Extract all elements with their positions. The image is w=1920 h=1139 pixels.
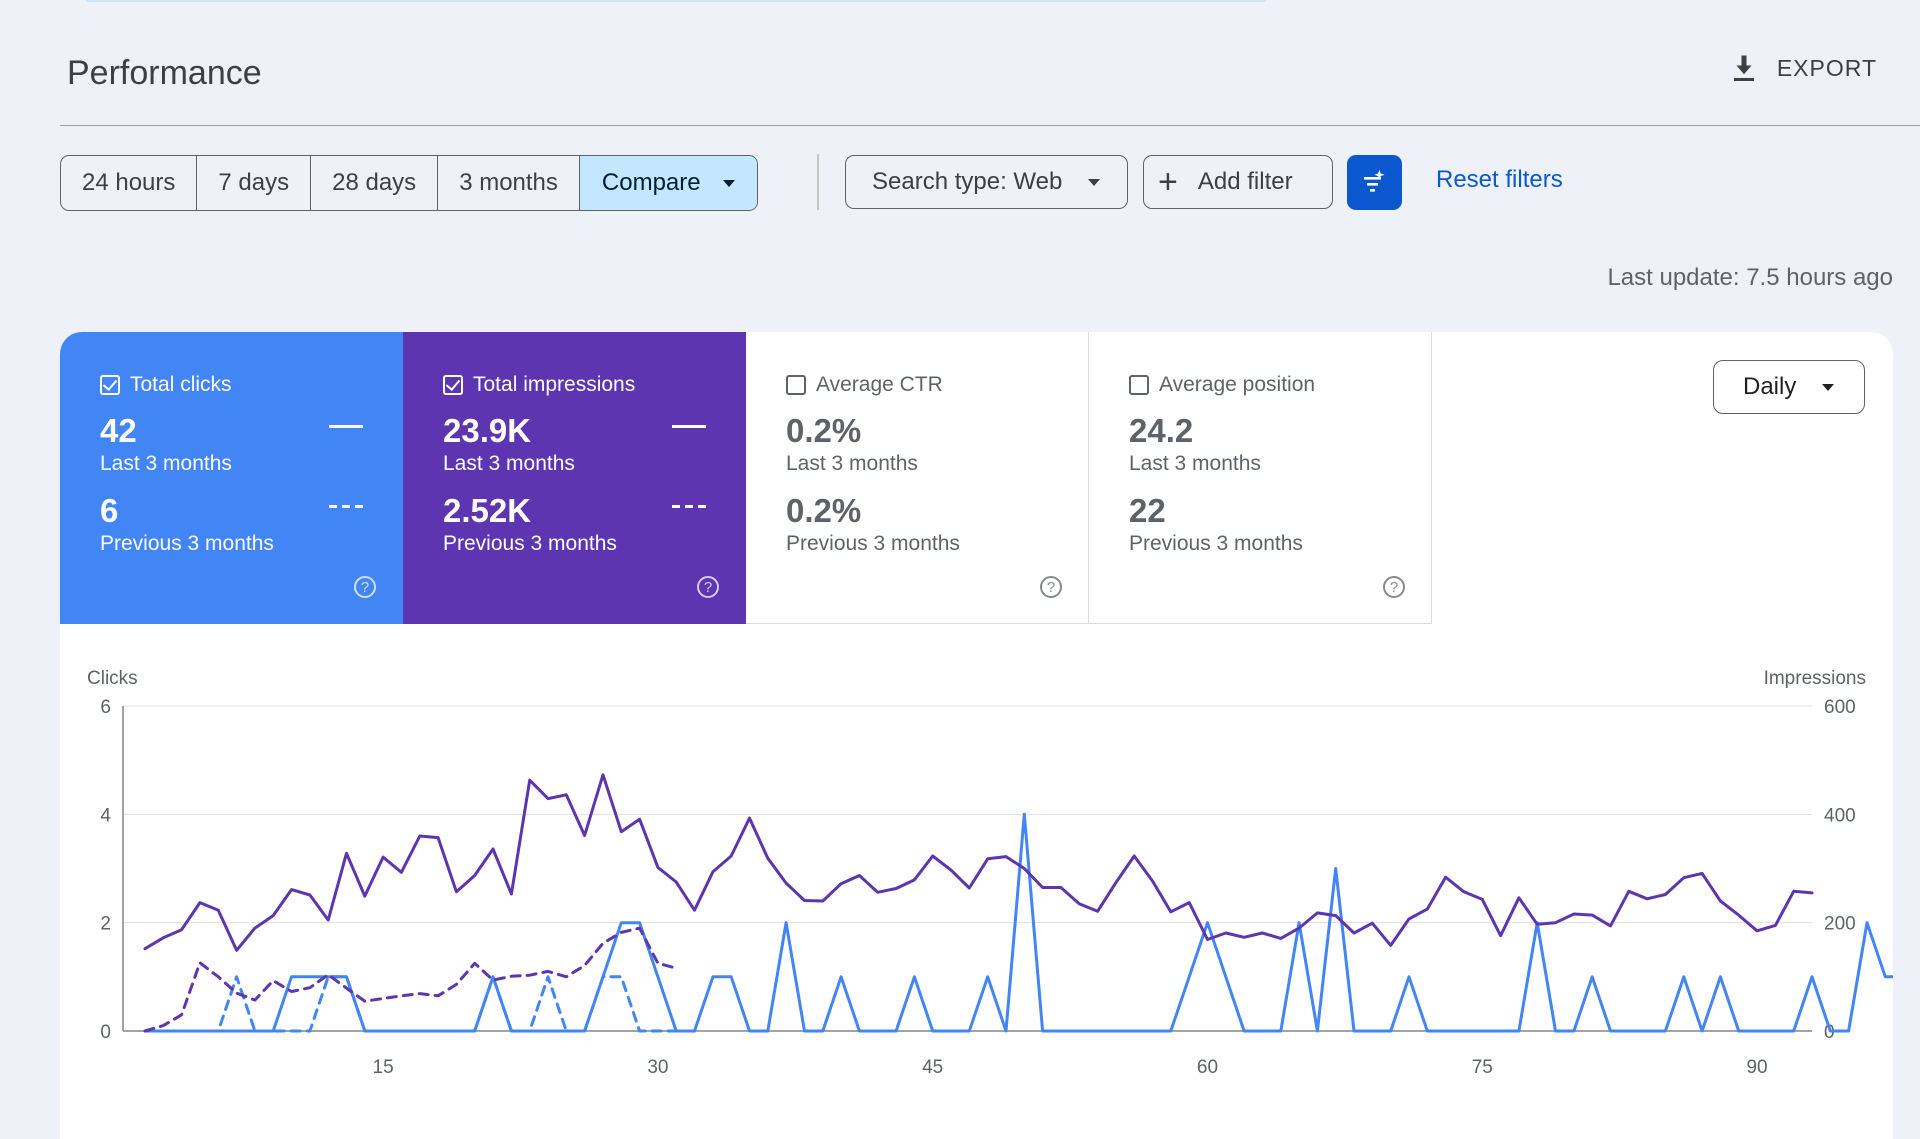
- metric-card-average-ctr[interactable]: Average CTR 0.2% Last 3 months 0.2% Prev…: [746, 332, 1089, 624]
- metric-card-average-position[interactable]: Average position 24.2 Last 3 months 22 P…: [1089, 332, 1432, 624]
- checkbox-checked-icon[interactable]: [443, 375, 463, 395]
- range-24-hours-button[interactable]: 24 hours: [61, 156, 198, 210]
- right-axis-tick-label: 200: [1824, 914, 1856, 935]
- metric-current-period: Last 3 months: [443, 452, 575, 475]
- download-icon: [1733, 55, 1754, 81]
- metric-header: Average position: [1129, 372, 1431, 398]
- header-divider: [60, 125, 1920, 126]
- checkbox-unchecked-icon[interactable]: [786, 375, 806, 395]
- help-icon[interactable]: ?: [1040, 576, 1062, 598]
- date-range-group: 24 hours 7 days 28 days 3 months Compare: [60, 155, 758, 211]
- impressions-current-line: [143, 773, 1814, 952]
- metric-previous-period: Previous 3 months: [1129, 532, 1303, 555]
- filter-sparkle-icon: [1363, 169, 1384, 192]
- left-axis-tick-label: 0: [100, 1022, 111, 1043]
- right-axis-tick-label: 600: [1824, 697, 1856, 718]
- impressions-previous-line: [143, 926, 678, 1033]
- clicks-previous-line: [143, 975, 678, 1033]
- add-filter-label: Add filter: [1197, 168, 1293, 195]
- page-title: Performance: [67, 54, 262, 92]
- metric-current-value: 42: [100, 412, 137, 449]
- chevron-down-icon: [722, 179, 735, 187]
- plus-icon: +: [1158, 163, 1178, 201]
- x-axis-tick-label: 75: [1472, 1057, 1493, 1078]
- right-axis-tick-label: 400: [1824, 805, 1856, 826]
- metric-card-total-clicks[interactable]: Total clicks 42 Last 3 months 6 Previous…: [60, 332, 403, 624]
- metric-label: Total clicks: [130, 373, 232, 396]
- export-label: EXPORT: [1776, 54, 1877, 81]
- export-button[interactable]: EXPORT: [1729, 52, 1877, 84]
- metric-current-value: 24.2: [1129, 412, 1194, 449]
- x-axis-tick-label: 45: [922, 1057, 943, 1078]
- compare-label: Compare: [601, 169, 701, 196]
- help-icon[interactable]: ?: [697, 576, 719, 598]
- legend-dashed-line: [672, 505, 706, 508]
- legend-dashed-line: [329, 505, 363, 508]
- range-3-months-button[interactable]: 3 months: [438, 156, 580, 210]
- metric-header: Average CTR: [786, 372, 1088, 398]
- range-28-days-button[interactable]: 28 days: [311, 156, 439, 210]
- compare-dropdown[interactable]: Compare: [579, 156, 757, 210]
- left-axis-title: Clicks: [87, 668, 138, 689]
- metric-header: Total clicks: [100, 372, 403, 398]
- search-type-dropdown[interactable]: Search type: Web: [845, 155, 1128, 209]
- performance-card: Total clicks 42 Last 3 months 6 Previous…: [60, 332, 1893, 1139]
- metric-current-period: Last 3 months: [786, 452, 918, 475]
- metric-previous-period: Previous 3 months: [443, 532, 617, 555]
- chevron-down-icon: [1822, 383, 1835, 391]
- metric-label: Average CTR: [816, 373, 943, 396]
- checkbox-unchecked-icon[interactable]: [1129, 375, 1149, 395]
- metric-current-value: 23.9K: [443, 412, 532, 449]
- x-axis-tick-label: 15: [373, 1057, 394, 1078]
- right-axis-tick-label: 0: [1824, 1022, 1835, 1043]
- toolbar-separator: [817, 154, 819, 210]
- x-axis-tick-label: 60: [1197, 1057, 1218, 1078]
- last-update-text: Last update: 7.5 hours ago: [1607, 264, 1893, 291]
- left-axis-tick-label: 4: [100, 805, 111, 826]
- metric-previous-value: 22: [1129, 492, 1166, 529]
- legend-solid-line: [329, 425, 363, 428]
- granularity-dropdown[interactable]: Daily: [1713, 360, 1865, 414]
- left-axis-tick-label: 6: [100, 697, 111, 718]
- left-axis-tick-label: 2: [100, 914, 111, 935]
- x-axis-tick-label: 30: [647, 1057, 668, 1078]
- metric-label: Total impressions: [473, 373, 636, 396]
- chevron-down-icon: [1088, 178, 1101, 186]
- granularity-label: Daily: [1743, 373, 1797, 400]
- x-axis-tick-label: 90: [1746, 1057, 1767, 1078]
- metric-card-total-impressions[interactable]: Total impressions 23.9K Last 3 months 2.…: [403, 332, 746, 624]
- help-icon[interactable]: ?: [354, 576, 376, 598]
- metric-previous-value: 0.2%: [786, 492, 862, 529]
- metric-previous-value: 6: [100, 492, 119, 529]
- legend-solid-line: [672, 425, 706, 428]
- metric-previous-value: 2.52K: [443, 492, 532, 529]
- search-type-label: Search type: Web: [872, 168, 1063, 195]
- metric-previous-period: Previous 3 months: [786, 532, 960, 555]
- help-icon[interactable]: ?: [1383, 576, 1405, 598]
- add-filter-button[interactable]: + Add filter: [1143, 155, 1333, 209]
- chart-series: [143, 773, 1893, 1033]
- checkbox-checked-icon[interactable]: [100, 375, 120, 395]
- right-axis-title: Impressions: [1764, 668, 1866, 689]
- metric-current-period: Last 3 months: [1129, 452, 1261, 475]
- metric-current-period: Last 3 months: [100, 452, 232, 475]
- metric-label: Average position: [1159, 373, 1316, 396]
- metric-header: Total impressions: [443, 372, 746, 398]
- reset-filters-link[interactable]: Reset filters: [1436, 166, 1563, 193]
- top-progress-line: [86, 0, 1266, 2]
- metric-current-value: 0.2%: [786, 412, 862, 449]
- range-7-days-button[interactable]: 7 days: [197, 156, 312, 210]
- ai-filter-button[interactable]: [1347, 155, 1402, 210]
- metric-previous-period: Previous 3 months: [100, 532, 274, 555]
